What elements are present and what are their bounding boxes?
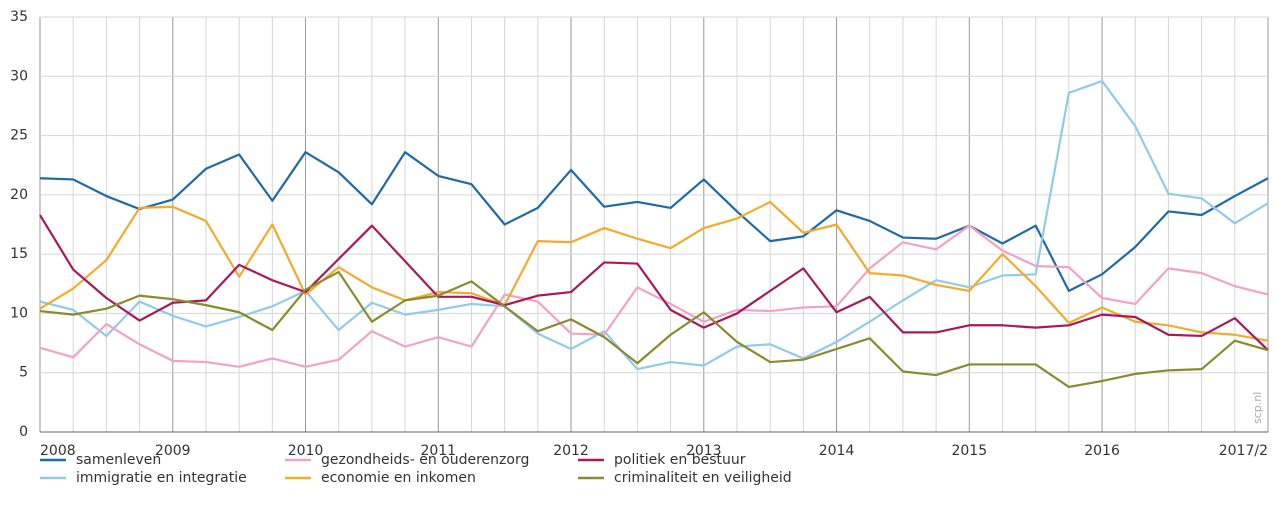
annotation: scp.nl	[1251, 392, 1264, 424]
series-line	[39, 270, 1269, 389]
x-tick-label: 2009	[155, 443, 191, 459]
series-line	[39, 151, 1269, 292]
legend-label: politiek en bestuur	[614, 452, 746, 468]
legend-label: samenleven	[76, 452, 161, 468]
y-tick-label: 5	[19, 365, 28, 381]
y-tick-label: 35	[10, 9, 28, 25]
x-tick-label: 2008	[40, 443, 76, 459]
series-line	[39, 214, 1269, 351]
y-tick-label: 20	[10, 187, 28, 203]
x-tick-label: 2015	[951, 443, 987, 459]
legend-label: gezondheids- en ouderenzorg	[321, 452, 529, 468]
legend-label: criminaliteit en veiligheid	[614, 470, 792, 486]
y-tick-label: 25	[10, 128, 28, 144]
x-tick-label: 2014	[819, 443, 855, 459]
x-tick-label: 2017/2	[1219, 443, 1268, 459]
series-line	[39, 79, 1269, 371]
legend-label: immigratie en integratie	[76, 470, 247, 486]
legend-label: economie en inkomen	[321, 470, 476, 486]
x-tick-label: 2010	[288, 443, 324, 459]
y-tick-label: 10	[10, 305, 28, 321]
x-tick-label: 2016	[1084, 443, 1120, 459]
y-tick-label: 0	[19, 424, 28, 440]
x-tick-label: 2011	[420, 443, 456, 459]
x-tick-label: 2012	[553, 443, 589, 459]
y-tick-label: 30	[10, 68, 28, 84]
y-tick-label: 15	[10, 246, 28, 262]
x-tick-label: 2013	[686, 443, 722, 459]
series-line	[39, 224, 1269, 368]
